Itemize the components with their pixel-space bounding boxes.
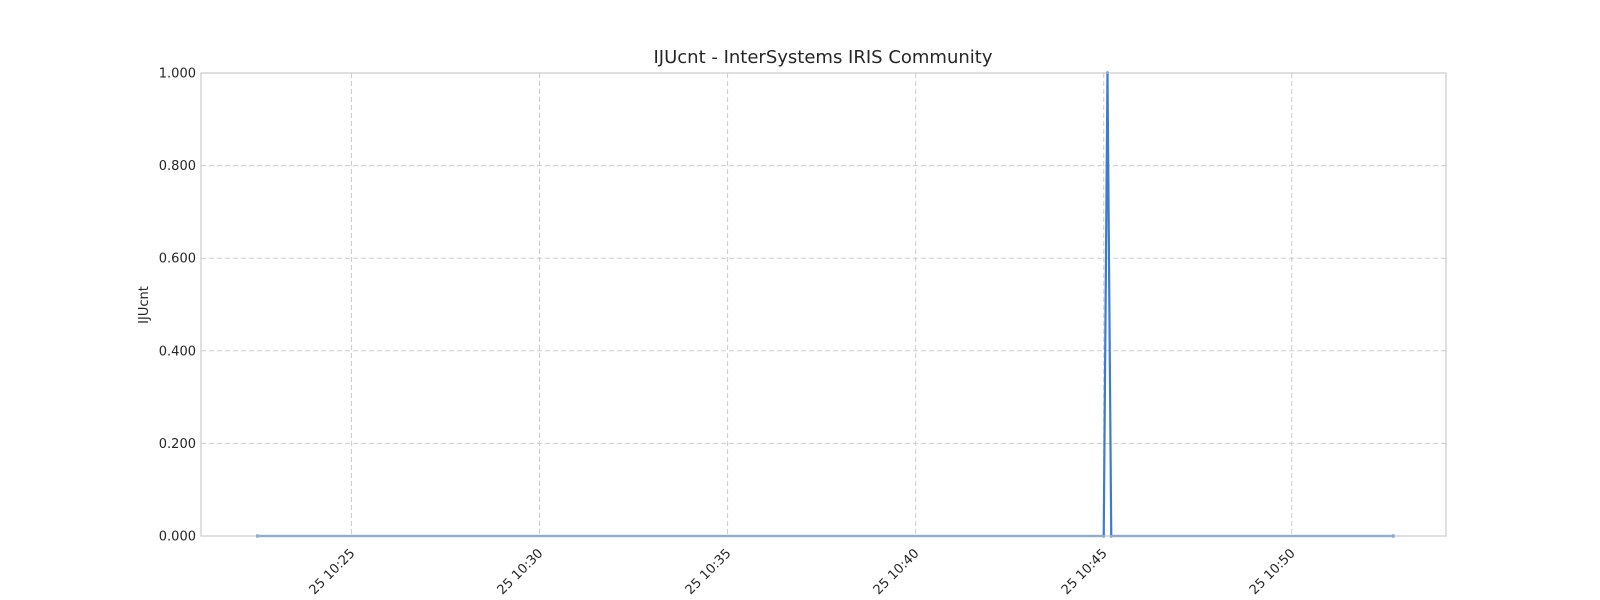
y-tick-label: 1.000 xyxy=(159,67,196,82)
y-tick-label: 0.400 xyxy=(159,344,196,359)
x-tick-label: 25 10:45 xyxy=(1059,546,1111,598)
series-layer xyxy=(255,71,1395,538)
series-line xyxy=(256,71,1395,538)
y-axis-label: IJUcnt xyxy=(137,286,152,324)
y-tick-label: 0.800 xyxy=(159,159,196,174)
x-tick-label: 25 10:25 xyxy=(307,546,359,598)
tick-layer: 25 10:25 25 10:30 25 10:35 25 10:40 25 10:45… xyxy=(159,67,1299,598)
chart-title: IJUcnt - InterSystems IRIS Community xyxy=(653,47,992,68)
x-tick-label: 25 10:40 xyxy=(871,546,923,598)
y-tick-label: 0.200 xyxy=(159,437,196,452)
grid-layer xyxy=(201,73,1446,536)
y-tick-label: 0.000 xyxy=(159,530,196,545)
x-tick-label: 25 10:30 xyxy=(495,546,547,598)
x-tick-label: 25 10:35 xyxy=(683,546,735,598)
x-tick-label: 25 10:50 xyxy=(1247,546,1299,598)
plot-frame xyxy=(200,72,1447,537)
y-tick-label: 0.600 xyxy=(159,252,196,267)
